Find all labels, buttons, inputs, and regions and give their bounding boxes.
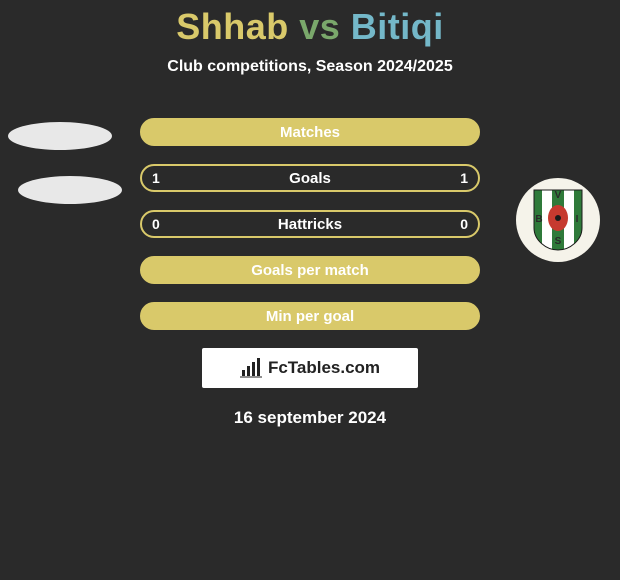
page-title: Shhab vs Bitiqi [0, 0, 620, 48]
brand-text: FcTables.com [268, 358, 380, 378]
stat-pill-matches: Matches [140, 118, 480, 146]
subtitle: Club competitions, Season 2024/2025 [0, 58, 620, 76]
stat-pill-hattricks: 0 Hattricks 0 [140, 210, 480, 238]
stat-right-value: 0 [460, 216, 468, 232]
date: 16 september 2024 [0, 408, 620, 428]
stat-label: Goals per match [251, 262, 369, 279]
stat-row: Min per goal [0, 302, 620, 330]
stat-label: Hattricks [278, 216, 342, 233]
stats-container: Matches 1 Goals 1 0 Hattricks 0 Goals pe… [0, 118, 620, 330]
stat-row: Goals per match [0, 256, 620, 284]
stat-label: Min per goal [266, 308, 354, 325]
stat-row: 1 Goals 1 [0, 164, 620, 192]
stat-label: Matches [280, 124, 340, 141]
stat-label: Goals [289, 170, 331, 187]
title-vs: vs [299, 6, 340, 47]
stat-left-value: 1 [152, 170, 160, 186]
stat-left-value: 0 [152, 216, 160, 232]
bar-chart-icon [240, 358, 262, 378]
brand-box[interactable]: FcTables.com [202, 348, 418, 388]
title-left: Shhab [176, 6, 289, 47]
stat-pill-goals: 1 Goals 1 [140, 164, 480, 192]
stat-row: 0 Hattricks 0 [0, 210, 620, 238]
stat-right-value: 1 [460, 170, 468, 186]
title-right: Bitiqi [351, 6, 444, 47]
stat-pill-min-per-goal: Min per goal [140, 302, 480, 330]
stat-pill-goals-per-match: Goals per match [140, 256, 480, 284]
stat-row: Matches [0, 118, 620, 146]
